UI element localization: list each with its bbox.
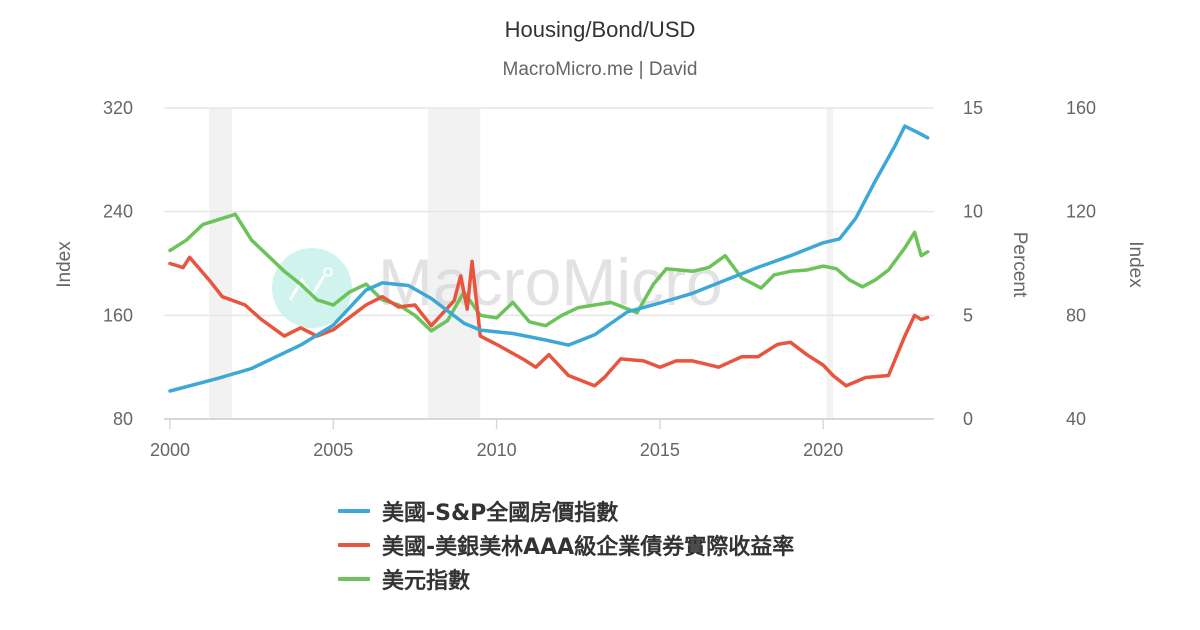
legend-item-bond-yield[interactable]: 美國-美銀美林AAA級企業債券實際收益率	[338, 528, 794, 562]
legend-label: 美國-美銀美林AAA級企業債券實際收益率	[382, 535, 795, 560]
y-tick-label: 320	[103, 98, 133, 118]
y-tick-label: 160	[103, 305, 133, 325]
x-tick-label: 2005	[313, 440, 353, 460]
legend-label: 美國-S&P全國房價指數	[382, 501, 619, 526]
x-tick-label: 2010	[477, 440, 517, 460]
y-axis-title: Index	[54, 241, 75, 288]
y-tick-label: 15	[963, 98, 983, 118]
x-axis: 2000 2005 2010 2015 2020	[150, 419, 843, 460]
y-axis-title: Index	[1125, 241, 1146, 288]
chart-subtitle: MacroMicro.me | David	[502, 59, 698, 80]
legend-label: 美元指數	[382, 569, 471, 594]
series-lines	[168, 124, 930, 393]
y-tick-label: 80	[1066, 305, 1086, 325]
y-tick-label: 160	[1066, 98, 1096, 118]
watermark-text: MacroMicro	[378, 245, 723, 319]
y-tick-label: 240	[103, 202, 133, 222]
x-tick-label: 2000	[150, 440, 190, 460]
y-axes: 80 160 240 320 Index 0 5 10 15 Percent 40 80 120 160 I…	[54, 98, 1146, 429]
y-tick-label: 10	[963, 202, 983, 222]
series-line-2[interactable]	[168, 212, 930, 333]
y-tick-label: 40	[1066, 409, 1086, 429]
y-tick-label: 120	[1066, 202, 1096, 222]
chart-title: Housing/Bond/USD	[504, 17, 696, 42]
series-line-0[interactable]	[168, 124, 930, 393]
recession-band	[826, 108, 833, 419]
legend-item-housing[interactable]: 美國-S&P全國房價指數	[338, 494, 794, 528]
legend-swatch-icon	[338, 577, 370, 581]
recession-band	[209, 108, 233, 419]
x-tick-label: 2020	[803, 440, 843, 460]
series-line-1[interactable]	[168, 255, 930, 388]
y-tick-label: 0	[963, 409, 973, 429]
watermark: MacroMicro	[272, 245, 723, 328]
legend-swatch-icon	[338, 509, 370, 513]
chart-line-icon	[272, 248, 352, 328]
legend-swatch-icon	[338, 543, 370, 547]
y-tick-label: 80	[113, 409, 133, 429]
legend: 美國-S&P全國房價指數 美國-美銀美林AAA級企業債券實際收益率 美元指數	[338, 494, 794, 596]
y-axis-title: Percent	[1009, 232, 1030, 298]
legend-item-usd-index[interactable]: 美元指數	[338, 562, 794, 596]
y-tick-label: 5	[963, 305, 973, 325]
x-tick-label: 2015	[640, 440, 680, 460]
